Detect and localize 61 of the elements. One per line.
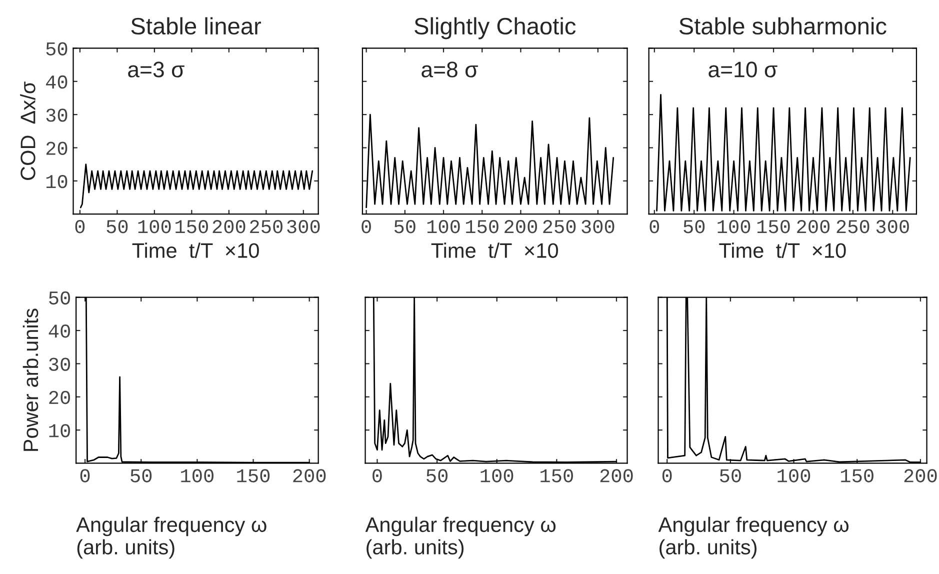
x-tick-label: 0 xyxy=(650,220,660,234)
x-axis-title: Time t/T ×10 xyxy=(431,242,558,258)
y-tick-label: 50 xyxy=(46,42,68,56)
x-axis-title: Angular frequency ω (arb. units) xyxy=(76,516,266,559)
chart-title: Stable subharmonic xyxy=(679,17,886,35)
x-tick-label: 150 xyxy=(237,469,270,482)
x-axis-title: Time t/T ×10 xyxy=(719,242,846,258)
x-tick-label: 100 xyxy=(138,220,171,234)
y-tick-label: 30 xyxy=(49,358,70,371)
y-tick-label: 20 xyxy=(49,390,70,404)
x-tick-label: 200 xyxy=(504,220,538,234)
line-series xyxy=(80,164,314,208)
x-tick-label: 50 xyxy=(684,220,705,234)
x-tick-label: 100 xyxy=(427,220,460,234)
x-tick-label: 0 xyxy=(362,220,371,234)
x-tick-label: 200 xyxy=(293,469,326,482)
x-tick-label: 250 xyxy=(250,220,282,234)
x-tick-label: 100 xyxy=(718,220,750,234)
x-tick-label: 50 xyxy=(426,469,448,482)
x-tick-label: 150 xyxy=(176,220,208,234)
x-tick-label: 0 xyxy=(75,220,85,234)
y-tick-label: 40 xyxy=(48,324,70,338)
y-tick-label: 20 xyxy=(46,142,68,155)
x-tick-label: 300 xyxy=(287,220,320,234)
x-axis-title: Angular frequency ω (arb. units) xyxy=(365,516,556,559)
x-tick-label: 200 xyxy=(797,220,830,234)
chart-title: Slightly Chaotic xyxy=(414,17,576,40)
x-tick-label: 250 xyxy=(543,220,576,234)
x-tick-label: 50 xyxy=(130,469,152,482)
y-tick-label: 50 xyxy=(49,291,70,305)
x-axis-title: Angular frequency ω (arb. units) xyxy=(658,516,849,559)
x-tick-label: 50 xyxy=(106,220,128,234)
x-tick-label: 150 xyxy=(540,469,573,482)
y-tick-label: 10 xyxy=(46,174,68,188)
x-tick-label: 250 xyxy=(836,220,870,234)
x-tick-label: 100 xyxy=(480,469,514,482)
x-tick-label: 0 xyxy=(662,469,672,482)
y-tick-label: 40 xyxy=(46,75,68,89)
x-tick-label: 50 xyxy=(720,469,741,482)
x-tick-label: 0 xyxy=(372,469,382,482)
x-tick-label: 150 xyxy=(841,469,874,482)
x-tick-label: 150 xyxy=(757,220,790,234)
x-tick-label: 200 xyxy=(600,469,633,482)
annotation: a=10 σ xyxy=(708,62,778,78)
x-tick-label: 300 xyxy=(876,220,909,234)
x-axis-title: Time t/T ×10 xyxy=(132,242,259,258)
x-tick-label: 200 xyxy=(212,220,246,234)
y-tick-label: 10 xyxy=(49,424,70,438)
annotation: a=8 σ xyxy=(422,62,478,78)
y-axis-title: Power arb.units xyxy=(22,308,38,451)
x-tick-label: 300 xyxy=(582,220,614,234)
x-tick-label: 0 xyxy=(80,469,90,482)
x-tick-label: 150 xyxy=(466,220,498,234)
x-tick-label: 200 xyxy=(904,469,937,482)
annotation: a=3 σ xyxy=(128,62,184,78)
chart-title: Stable linear xyxy=(131,17,262,35)
x-tick-label: 100 xyxy=(778,469,810,482)
x-tick-label: 50 xyxy=(394,220,416,234)
x-tick-label: 100 xyxy=(181,469,214,482)
y-tick-label: 30 xyxy=(46,108,68,122)
y-axis-title: COD Δx/σ xyxy=(20,82,36,180)
